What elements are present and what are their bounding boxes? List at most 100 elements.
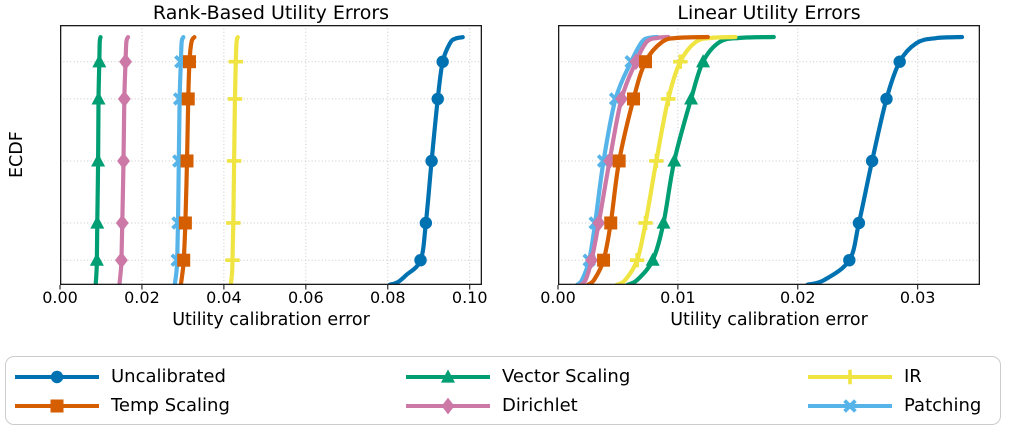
axes-spines xyxy=(59,24,483,286)
diamond-marker xyxy=(115,251,128,269)
legend-label: IR xyxy=(904,365,922,387)
diamond-marker xyxy=(615,90,628,108)
square-marker xyxy=(178,216,192,230)
legend-sample-square xyxy=(15,399,99,412)
circle-marker xyxy=(414,253,427,267)
diamond-marker xyxy=(441,397,455,414)
right-chart-title: Linear Utility Errors xyxy=(677,2,861,24)
square-marker xyxy=(597,253,611,267)
legend-entry-dirichlet: Dirichlet xyxy=(404,391,806,420)
x-tick-label: 0.06 xyxy=(288,288,324,307)
series-curves xyxy=(575,34,965,285)
triangle-marker xyxy=(91,153,106,167)
ecdf-curve-patching xyxy=(575,34,660,285)
legend-sample-diamond xyxy=(406,397,490,414)
circle-marker xyxy=(865,154,879,168)
square-marker xyxy=(181,92,195,106)
series-curves xyxy=(89,35,465,285)
x-tick-label: 0.08 xyxy=(369,288,406,307)
square-marker xyxy=(50,399,64,412)
plus-marker xyxy=(225,252,240,268)
circle-marker xyxy=(419,216,433,230)
square-marker xyxy=(182,55,196,69)
square-marker xyxy=(627,92,641,106)
legend-sample-circle xyxy=(15,370,99,383)
ecdf-curve-dirichlet xyxy=(578,34,671,285)
right-x-axis-label: Utility calibration error xyxy=(670,310,868,330)
legend-label: Patching xyxy=(904,394,982,416)
x-tick-label: 0.03 xyxy=(899,288,936,307)
circle-marker xyxy=(425,154,438,168)
circle-marker xyxy=(880,92,893,106)
circle-marker xyxy=(436,55,449,68)
plus-marker xyxy=(661,91,676,107)
x-tick-marks xyxy=(557,285,919,290)
triangle-marker xyxy=(90,215,105,229)
legend-label: Uncalibrated xyxy=(111,365,226,387)
y-axis-label: ECDF xyxy=(7,131,27,179)
x-tick-label: 0.02 xyxy=(779,288,816,307)
circle-marker xyxy=(431,92,444,106)
legend-entry-temp-scaling: Temp Scaling xyxy=(13,391,404,420)
plus-marker xyxy=(673,54,688,69)
circle-marker xyxy=(893,55,906,68)
axes-spines xyxy=(557,24,981,286)
x-tick-label: 0.10 xyxy=(451,288,488,307)
square-marker xyxy=(604,216,618,230)
x-tick-label: 0.00 xyxy=(540,288,576,307)
legend-sample-x xyxy=(808,398,892,413)
diamond-marker xyxy=(117,90,131,108)
rank-based-utility-plot xyxy=(59,24,483,290)
triangle-marker xyxy=(656,215,671,229)
ecdf-curve-uncalibrated xyxy=(805,34,965,285)
triangle-marker xyxy=(92,54,107,68)
square-marker xyxy=(177,253,191,267)
legend-entry-uncalibrated: Uncalibrated xyxy=(13,362,404,391)
legend-entry-ir: IR xyxy=(806,362,996,391)
circle-marker xyxy=(843,253,856,267)
legend-label: Dirichlet xyxy=(502,394,578,416)
triangle-marker xyxy=(696,54,711,68)
x-tick-label: 0.00 xyxy=(42,288,78,307)
linear-utility-plot xyxy=(557,24,981,290)
x-marker xyxy=(843,398,857,413)
triangle-marker xyxy=(667,153,682,167)
x-tick-label: 0.02 xyxy=(124,288,160,307)
plus-marker xyxy=(226,153,242,169)
circle-marker xyxy=(852,216,866,230)
triangle-marker xyxy=(91,91,106,105)
plus-marker xyxy=(228,54,243,69)
diamond-marker xyxy=(592,214,606,232)
plus-marker xyxy=(649,153,664,169)
diamond-marker xyxy=(119,53,132,71)
triangle-marker xyxy=(441,368,455,383)
ecdf-curve-temp-scaling xyxy=(585,34,710,285)
triangle-marker xyxy=(684,91,699,105)
plus-marker xyxy=(226,215,241,231)
triangle-marker xyxy=(645,252,660,266)
square-marker xyxy=(639,55,653,69)
legend: Uncalibrated Temp Scaling Vector Scaling Di… xyxy=(5,356,1001,425)
plus-marker xyxy=(638,215,653,231)
left-chart-title: Rank-Based Utility Errors xyxy=(152,2,390,24)
x-tick-marks xyxy=(59,285,471,290)
gridlines xyxy=(558,25,980,285)
plus-marker xyxy=(227,91,243,107)
diamond-marker xyxy=(585,251,598,269)
plus-marker xyxy=(629,252,645,268)
square-marker xyxy=(612,154,626,168)
square-marker xyxy=(180,154,194,168)
plus-marker xyxy=(842,369,858,384)
legend-entry-vector-scaling: Vector Scaling xyxy=(404,362,806,391)
legend-entry-patching: Patching xyxy=(806,391,996,420)
circle-marker xyxy=(50,370,64,383)
diamond-marker xyxy=(115,214,129,232)
diamond-marker xyxy=(117,152,130,170)
legend-sample-triangle xyxy=(406,368,490,383)
gridlines xyxy=(60,25,482,285)
legend-label: Vector Scaling xyxy=(502,365,631,387)
legend-label: Temp Scaling xyxy=(111,394,230,416)
x-tick-label: 0.04 xyxy=(206,288,242,307)
x-tick-label: 0.01 xyxy=(660,288,696,307)
